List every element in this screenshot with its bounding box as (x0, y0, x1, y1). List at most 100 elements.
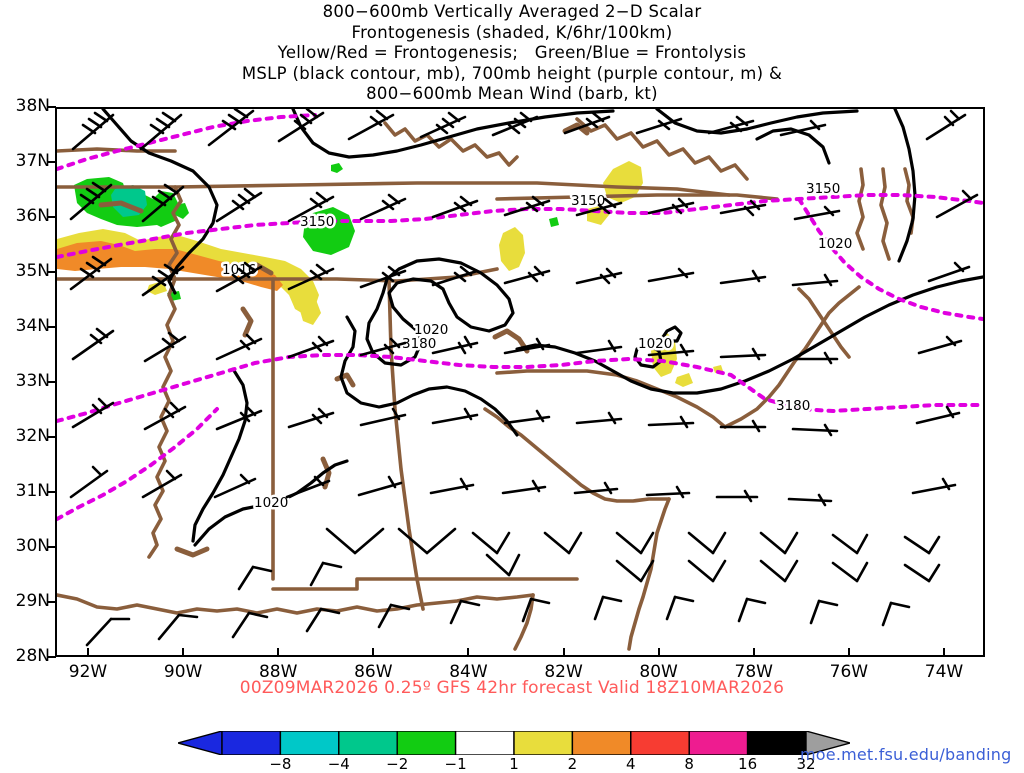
colorbar-tick-label: −2 (386, 755, 409, 773)
boundary-mississippi-river (147, 185, 183, 559)
x-axis-tick (847, 648, 850, 657)
wind-barb (309, 561, 343, 587)
shade-yellow-carolina (499, 227, 525, 271)
wind-barb (719, 199, 767, 217)
wind-barb (779, 119, 827, 137)
x-axis-tick-label: 86W (354, 662, 393, 682)
map-canvas: 3150315010161016315031503150315010201020… (57, 109, 983, 651)
wind-barb (449, 599, 481, 625)
wind-barb (575, 411, 623, 425)
y-axis-tick-label: 32N (15, 426, 50, 446)
title-line-3: Yellow/Red = Frontogenesis; Green/Blue =… (277, 43, 747, 62)
x-axis-tick (182, 648, 185, 657)
shade-yellow-virginia (603, 161, 643, 203)
y-axis-tick-label: 31N (15, 481, 50, 501)
mslp-contour-1020-east (515, 275, 983, 395)
wind-barb (207, 109, 255, 147)
wind-barb (665, 595, 695, 621)
wind-barb (237, 565, 273, 591)
river-segment-8 (174, 546, 210, 558)
colorbar-tick-label: 2 (567, 755, 578, 773)
wind-barb (501, 479, 547, 495)
wind-barb (925, 109, 967, 141)
wind-barb (707, 115, 755, 135)
mslp-contour-ne (893, 109, 917, 263)
wind-barb (471, 531, 511, 555)
y-axis-tick (47, 656, 56, 658)
colorbar-swatch (279, 731, 340, 755)
contour-label-halo: 3150 (571, 193, 605, 209)
colorbar-tick-label: 16 (738, 755, 758, 773)
wind-barb (635, 113, 683, 135)
boundary-ky-wv (383, 121, 519, 167)
wind-barb (141, 469, 183, 499)
contour-label-halo: 3150 (300, 214, 334, 230)
boundary-sc-nc (495, 369, 727, 429)
wind-barb (687, 531, 727, 555)
shade-green-small-3 (549, 217, 559, 227)
mslp-contour-layer (101, 109, 983, 547)
wind-barb (69, 465, 109, 499)
x-axis-tick-label: 90W (163, 662, 203, 682)
x-axis-tick-label: 82W (544, 662, 583, 682)
boundary-gulf-coast (57, 593, 535, 615)
wind-barb (737, 597, 767, 623)
x-axis-tick (87, 648, 89, 657)
wind-barb (429, 477, 475, 495)
boundary-va-wv (575, 117, 749, 181)
boundary-chesapeake-2 (879, 167, 891, 261)
mslp-contour-north-2 (655, 109, 859, 135)
wind-barb (615, 531, 655, 555)
wind-barb (719, 269, 767, 285)
colorbar-swatches (178, 731, 850, 755)
wind-barb (927, 261, 971, 283)
shade-yellow-sc-coast (651, 333, 677, 377)
contour-label-halo: 1020 (818, 236, 852, 252)
wind-barb (69, 255, 113, 291)
wind-barb (359, 407, 407, 427)
wind-barb (903, 535, 941, 555)
wind-barb (563, 111, 611, 135)
y-axis-tick (47, 381, 56, 383)
colorbar-tick-label: 4 (626, 755, 636, 773)
wind-barb (645, 485, 691, 499)
y-axis-tick (47, 326, 56, 328)
mslp-contour-closed-sc-small (661, 325, 683, 343)
y-axis-tick (47, 106, 56, 108)
wind-barb (71, 327, 115, 361)
contour-label: 1020 (414, 322, 448, 338)
contour-label: 3150 (571, 193, 605, 209)
wind-barb (287, 335, 335, 359)
shade-green-blob-5 (303, 207, 355, 255)
contour-label-group: 3150315010161016315031503150315010201020… (220, 179, 855, 514)
shade-yellow-tail (299, 295, 321, 325)
wind-barb (647, 267, 695, 283)
river-segment-7 (562, 122, 590, 136)
colorbar-under-arrow (178, 731, 223, 755)
forecast-caption: 00Z09MAR2026 0.25º GFS 42hr forecast Val… (239, 678, 785, 698)
wind-barb (831, 561, 869, 583)
wind-barb (215, 333, 263, 361)
wind-barb (377, 603, 411, 629)
height-contour-3180 (57, 353, 983, 423)
mslp-contour-1016 (101, 109, 219, 295)
wind-barb (915, 405, 961, 425)
wind-barb (503, 265, 551, 285)
x-axis-tick-label: 80W (639, 662, 678, 682)
x-axis-tick-label: 76W (829, 662, 869, 682)
wind-barb (215, 261, 263, 293)
mslp-contour-1020-low-1 (191, 367, 249, 543)
colorbar-swatch (746, 731, 807, 755)
boundary-tn-south (57, 267, 499, 283)
colorbar-swatch (454, 731, 515, 755)
wind-barb (791, 423, 839, 437)
contour-label: 1020 (254, 495, 288, 511)
x-axis-tick-label: 84W (449, 662, 488, 682)
wind-barb (719, 347, 767, 361)
wind-barb (139, 111, 183, 151)
colorbar-tick-label: −8 (269, 755, 292, 773)
wind-barb (141, 183, 185, 223)
colorbar-swatch (571, 731, 632, 755)
wind-barb (431, 335, 479, 355)
